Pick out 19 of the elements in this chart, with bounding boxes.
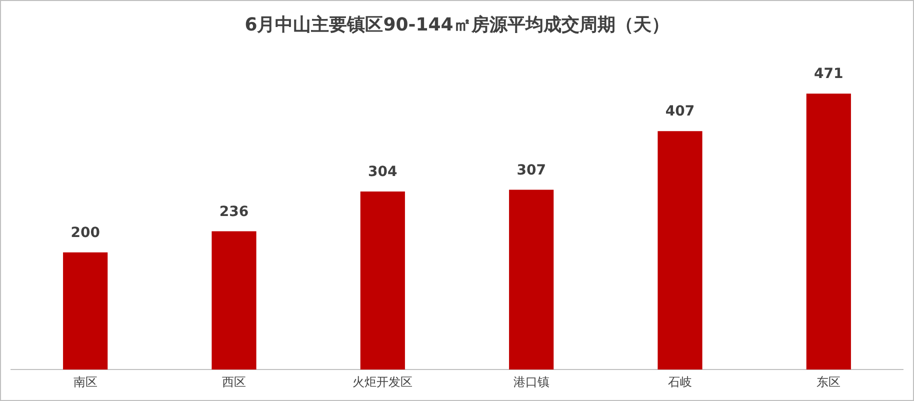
data-label: 304 <box>368 164 398 180</box>
bar <box>212 231 256 370</box>
data-label: 471 <box>814 66 844 82</box>
data-label: 307 <box>516 162 546 178</box>
data-label: 200 <box>70 225 100 242</box>
bar <box>658 131 702 370</box>
chart-title: 6月中山主要镇区90-144㎡房源平均成交周期（天） <box>244 14 670 36</box>
bar <box>360 191 405 370</box>
x-tick-label: 南区 <box>73 374 98 389</box>
x-tick-label: 石岐 <box>668 374 692 389</box>
x-tick-label: 东区 <box>816 374 841 389</box>
data-label: 236 <box>219 204 249 220</box>
x-tick-label: 西区 <box>222 374 246 389</box>
x-tick-label: 火炬开发区 <box>352 374 413 389</box>
x-tick-label: 港口镇 <box>513 374 550 389</box>
data-label: 407 <box>665 104 695 120</box>
bar <box>806 94 851 370</box>
bar <box>509 190 554 370</box>
bar <box>63 252 108 370</box>
